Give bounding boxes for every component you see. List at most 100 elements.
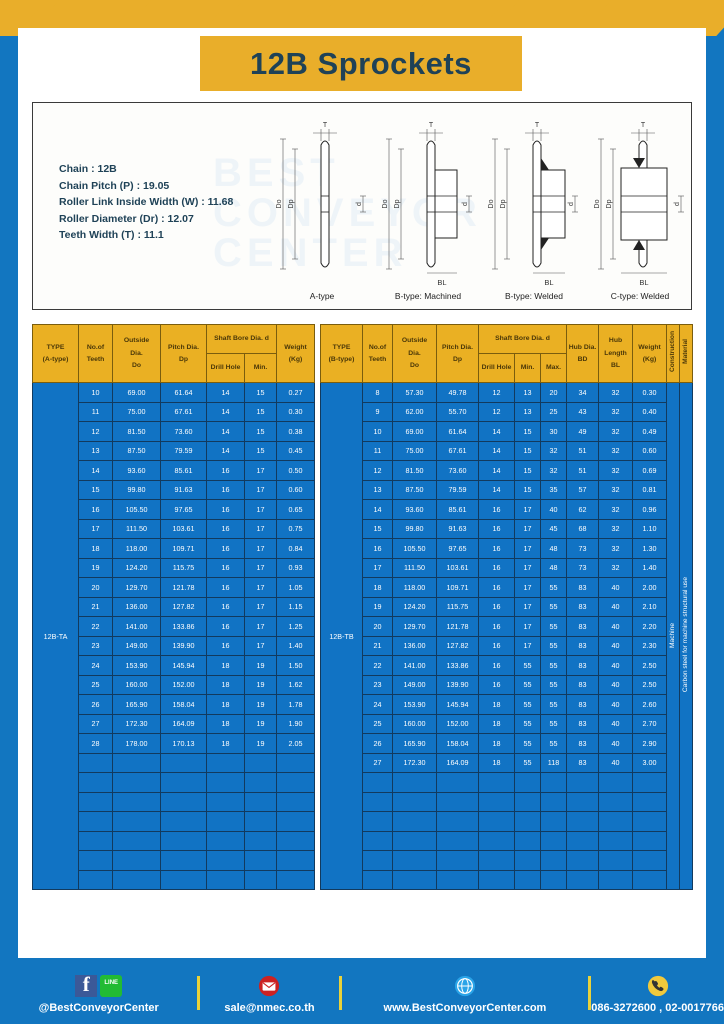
svg-text:BL: BL: [544, 278, 553, 287]
table-cell-empty: [160, 850, 207, 871]
drawing-caption-3: B-type: Welded: [505, 291, 563, 301]
table-cell: 27: [78, 713, 113, 734]
table-cell: 20: [78, 577, 113, 598]
table-cell: 55: [539, 674, 568, 695]
footer-item-4[interactable]: 086-3272600 , 02-0017766: [591, 973, 724, 1014]
table-cell: 40: [598, 752, 634, 773]
table-cell: 55: [539, 713, 568, 734]
table-cell: 15: [243, 382, 278, 403]
table-cell-empty: [598, 791, 634, 812]
svg-text:T: T: [323, 122, 328, 129]
table-cell: 87.50: [112, 440, 161, 461]
table-row: [321, 869, 693, 890]
phone-icon[interactable]: [647, 975, 669, 997]
table-cell: 99.80: [112, 479, 161, 500]
table-cell: 23: [362, 674, 393, 695]
line-icon[interactable]: [100, 974, 123, 997]
table-cell-empty: [160, 869, 207, 890]
table-cell: 40: [598, 616, 634, 637]
table-cell: 93.60: [112, 460, 161, 481]
sprocket-diagram-svg: Do Dp d T BL: [382, 122, 472, 287]
table-cell: 158.04: [160, 694, 207, 715]
header-type-b: TYPE (B-type): [320, 324, 363, 383]
table-cell-empty: [539, 869, 568, 890]
email-icon[interactable]: [258, 975, 280, 997]
table-cell: 17: [362, 557, 393, 578]
table-cell-empty: [436, 850, 479, 871]
table-cell: 21: [362, 635, 393, 656]
table-cell: 83: [566, 577, 600, 598]
sprocket-drawing-1: Do Dp d T A-type: [269, 105, 375, 309]
table-cell: 10: [362, 421, 393, 442]
table-cell: 61.64: [160, 382, 207, 403]
table-cell-empty: [78, 791, 113, 812]
table-cell: 18: [206, 655, 245, 676]
spec-line-chain: Chain : 12B: [59, 163, 117, 175]
table-cell: 115.75: [436, 596, 479, 617]
table-cell: 68: [566, 518, 600, 539]
table-cell: 17: [243, 518, 278, 539]
table-cell: 13: [514, 382, 541, 403]
table-row: 26 165.90 158.04 18 19 1.78: [33, 694, 316, 715]
table-cell-empty: [598, 811, 634, 832]
table-cell: 0.81: [632, 479, 668, 500]
table-cell-empty: [78, 869, 113, 890]
svg-text:d: d: [674, 202, 681, 206]
table-cell: 0.84: [276, 538, 316, 559]
facebook-icon[interactable]: [75, 972, 98, 997]
table-cell-empty: [514, 811, 541, 832]
table-cell: 152.00: [160, 674, 207, 695]
table-cell-empty: [78, 811, 113, 832]
table-cell-empty: [276, 752, 316, 773]
header-min-b: Min.: [514, 353, 541, 383]
table-cell-empty: [478, 791, 515, 812]
table-cell: 118.00: [112, 538, 161, 559]
footer-item-2[interactable]: sale@nmec.co.th: [200, 973, 338, 1014]
footer-item-3[interactable]: www.BestConveyorCenter.com: [342, 973, 589, 1014]
table-cell: 15: [514, 460, 541, 481]
svg-text:Do: Do: [276, 199, 283, 208]
table-cell: 16: [478, 674, 515, 695]
table-cell-empty: [514, 830, 541, 851]
table-cell: 99.80: [392, 518, 437, 539]
table-cell: 51: [566, 440, 600, 461]
table-cell: 145.94: [160, 655, 207, 676]
globe-icon[interactable]: [454, 975, 476, 997]
table-cell: 2.90: [632, 733, 668, 754]
type-label-cell: 12B-TA: [32, 382, 79, 890]
table-cell: 48: [539, 538, 568, 559]
sprocket-drawing-2: Do Dp d T BL B-type: Machined: [375, 105, 481, 309]
header-drill-hole-a: Drill Hole: [206, 353, 245, 383]
table-cell: 133.86: [436, 655, 479, 676]
table-cell-empty: [392, 869, 437, 890]
table-cell: 103.61: [436, 557, 479, 578]
table-cell: 153.90: [392, 694, 437, 715]
table-cell: 83: [566, 674, 600, 695]
table-cell: 19: [362, 596, 393, 617]
table-cell: 158.04: [436, 733, 479, 754]
table-row: 27 172.30 164.09 18 19 1.90: [33, 713, 316, 734]
table-cell: 32: [598, 421, 634, 442]
table-cell: 49: [566, 421, 600, 442]
table-cell-empty: [276, 811, 316, 832]
table-cell: 23: [78, 635, 113, 656]
table-cell-empty: [362, 811, 393, 832]
footer-divider: [588, 976, 592, 1010]
table-cell: 139.90: [160, 635, 207, 656]
material-cell: Carbon steel for machine structural use: [679, 382, 694, 890]
table-cell: 17: [514, 635, 541, 656]
header-type-a: TYPE (A-type): [32, 324, 79, 383]
footer-item-1[interactable]: @BestConveyorCenter: [0, 972, 197, 1014]
table-cell: 2.00: [632, 577, 668, 598]
table-cell: 19: [243, 713, 278, 734]
table-cell: 79.59: [436, 479, 479, 500]
table-cell: 32: [539, 440, 568, 461]
table-cell: 0.38: [276, 421, 316, 442]
table-cell: 55: [539, 616, 568, 637]
table-cell: 153.90: [112, 655, 161, 676]
table-cell: 1.25: [276, 616, 316, 637]
table-cell: 43: [566, 401, 600, 422]
table-cell: 73: [566, 557, 600, 578]
table-cell: 16: [206, 635, 245, 656]
table-cell-empty: [478, 772, 515, 793]
